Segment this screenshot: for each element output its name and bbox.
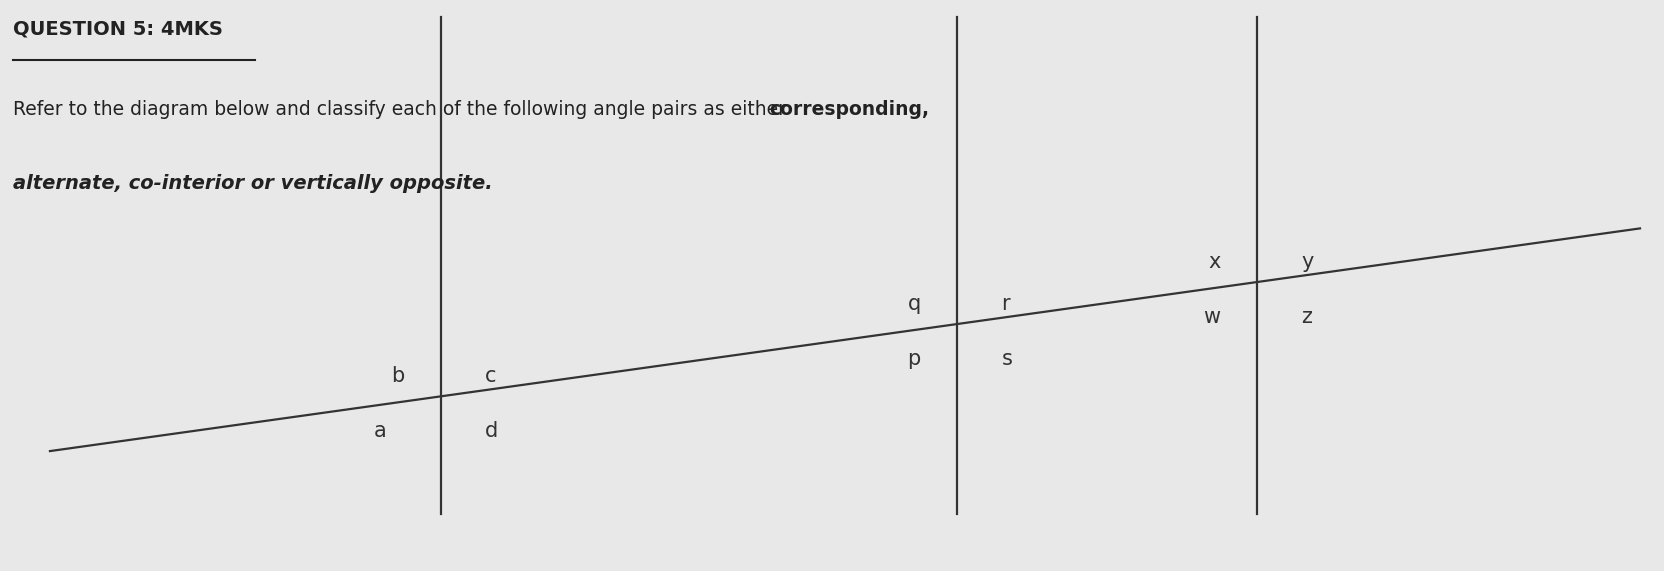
Text: alternate, co-interior or vertically opposite.: alternate, co-interior or vertically opp… bbox=[13, 174, 493, 193]
Text: b: b bbox=[391, 366, 404, 386]
Text: p: p bbox=[907, 349, 920, 369]
Text: QUESTION 5: 4MKS: QUESTION 5: 4MKS bbox=[13, 20, 223, 39]
Text: r: r bbox=[1000, 294, 1010, 314]
Text: c: c bbox=[484, 366, 496, 386]
Text: corresponding,: corresponding, bbox=[769, 100, 929, 119]
Text: z: z bbox=[1300, 307, 1311, 327]
Text: a: a bbox=[373, 421, 386, 441]
Text: d: d bbox=[484, 421, 498, 441]
Text: x: x bbox=[1208, 252, 1220, 272]
Text: w: w bbox=[1203, 307, 1220, 327]
Text: Refer to the diagram below and classify each of the following angle pairs as eit: Refer to the diagram below and classify … bbox=[13, 100, 792, 119]
Text: q: q bbox=[907, 294, 920, 314]
Text: s: s bbox=[1000, 349, 1012, 369]
Text: y: y bbox=[1300, 252, 1313, 272]
